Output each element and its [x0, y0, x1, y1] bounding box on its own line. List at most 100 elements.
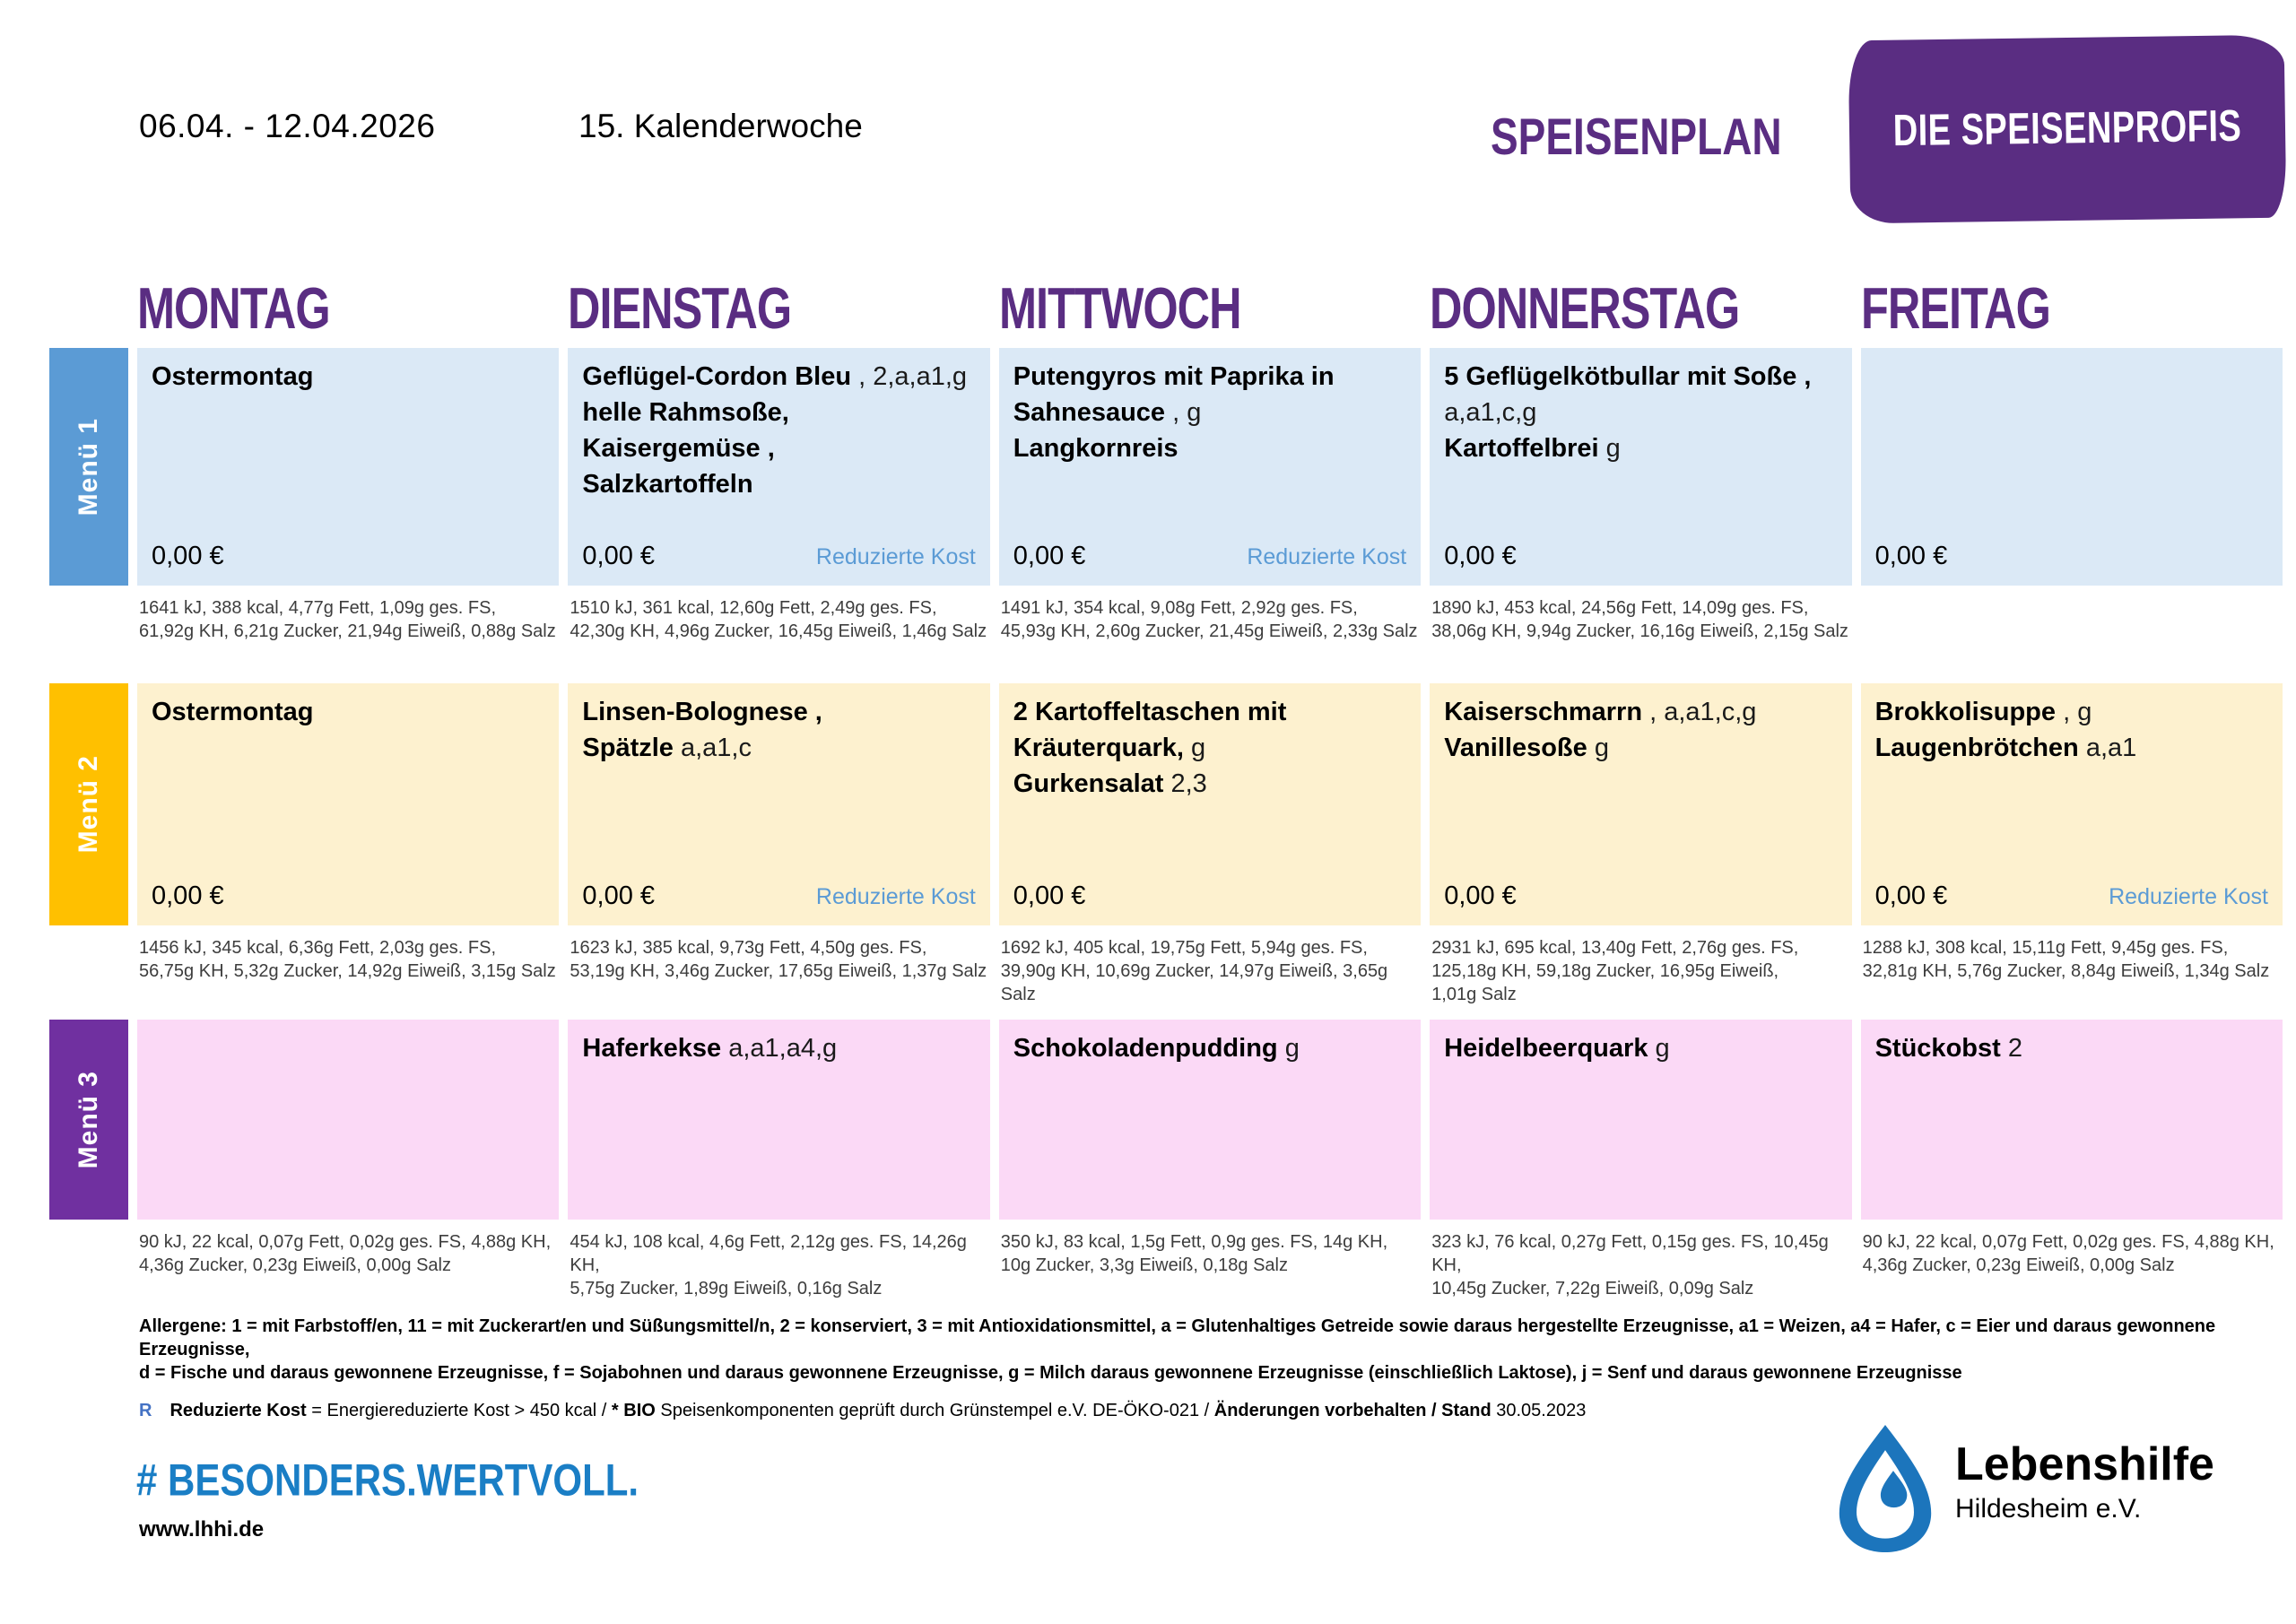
nutrition-line: 10,45g Zucker, 7,22g Eiweiß, 0,09g Salz [1431, 1279, 1754, 1298]
price: 0,00 € [152, 881, 224, 910]
nutrition-line: 42,30g KH, 4,96g Zucker, 16,45g Eiweiß, … [570, 621, 987, 641]
meal-description: Ostermontag [152, 694, 544, 730]
allergen-codes: g [1183, 734, 1206, 762]
lebenshilfe-name: Lebenshilfe [1955, 1438, 2214, 1490]
nutr-spacer [49, 1220, 128, 1300]
nutrition-line: 1623 kJ, 385 kcal, 9,73g Fett, 4,50g ges… [570, 938, 927, 958]
price: 0,00 € [1444, 542, 1517, 570]
meal-line: Kartoffelbrei g [1444, 430, 1837, 466]
meal-line: Kräuterquark, g [1013, 730, 1406, 766]
meal-line: Haferkekse a,a1,a4,g [582, 1030, 975, 1066]
menu-3-nutrition-row: 90 kJ, 22 kcal, 0,07g Fett, 0,02g ges. F… [49, 1220, 2283, 1298]
allergen-legend: Allergene: 1 = mit Farbstoff/en, 11 = mi… [139, 1315, 2284, 1385]
meal-line: Salzkartoffeln [582, 466, 975, 502]
meal-name: Heidelbeerquark [1444, 1034, 1648, 1063]
nutrition-line: 1,01g Salz [1431, 985, 1517, 1004]
nutrition-line: 1288 kJ, 308 kcal, 15,11g Fett, 9,45g ge… [1862, 938, 2229, 958]
price-row: 0,00 € [1444, 881, 1837, 911]
lebenshilfe-sub: Hildesheim e.V. [1955, 1494, 2142, 1524]
allergen-codes: , g [1165, 398, 1202, 427]
price: 0,00 € [1444, 881, 1517, 910]
price: 0,00 € [1013, 881, 1086, 910]
brand-name: DIE SPEISENPROFIS [1892, 101, 2242, 156]
nutrition-dienstag: 1623 kJ, 385 kcal, 9,73g Fett, 4,50g ges… [568, 925, 989, 1020]
nutrition-line: 90 kJ, 22 kcal, 0,07g Fett, 0,02g ges. F… [139, 1232, 552, 1252]
meal-description: Linsen-Bolognese , Spätzle a,a1,c [582, 694, 975, 766]
menu-3-dienstag-cell: Haferkekse a,a1,a4,g [568, 1020, 990, 1220]
nutrition-line: 2931 kJ, 695 kcal, 13,40g Fett, 2,76g ge… [1431, 938, 1799, 958]
note-text: = Energiereduzierte Kost > 450 kcal / [306, 1401, 612, 1420]
price: 0,00 € [1874, 881, 1948, 910]
price-row: 0,00 € Reduzierte Kost [582, 881, 975, 911]
nutrition-line: 5,75g Zucker, 1,89g Eiweiß, 0,16g Salz [570, 1279, 883, 1298]
allergen-line-1: Allergene: 1 = mit Farbstoff/en, 11 = mi… [139, 1316, 2216, 1359]
menu-2-row: Menü 2 Ostermontag 0,00 € Linsen-Bolognese … [49, 683, 2283, 925]
website-link[interactable]: www.lhhi.de [139, 1517, 265, 1541]
meal-line: Sahnesauce , g [1013, 395, 1406, 430]
nutrition-line: 350 kJ, 83 kcal, 1,5g Fett, 0,9g ges. FS… [1000, 1232, 1388, 1252]
day-row-spacer [49, 285, 128, 346]
meal-description: Heidelbeerquark g [1444, 1030, 1837, 1066]
meal-name: Kaisergemüse , [582, 434, 775, 463]
nutrition-montag: 1641 kJ, 388 kcal, 4,77g Fett, 1,09g ges… [137, 586, 559, 683]
menu-1-donnerstag-cell: 5 Geflügelkötbullar mit Soße , a,a1,c,g Ka… [1430, 348, 1852, 586]
nutrition-donnerstag: 323 kJ, 76 kcal, 0,27g Fett, 0,15g ges. … [1430, 1220, 1851, 1300]
day-name: MITTWOCH [998, 276, 1242, 342]
allergen-line-2: d = Fische und daraus gewonnene Erzeugni… [139, 1363, 1962, 1383]
meal-description: Brokkolisuppe , g Laugenbrötchen a,a1 [1875, 694, 2268, 766]
nutrition-mittwoch: 350 kJ, 83 kcal, 1,5g Fett, 0,9g ges. FS… [999, 1220, 1421, 1300]
meal-name: 5 Geflügelkötbullar mit Soße , [1444, 362, 1812, 391]
allergen-codes: g [1277, 1034, 1300, 1063]
allergen-codes: , 2,a,a1,g [851, 362, 968, 391]
menu-label: Menü 2 [74, 755, 103, 854]
price: 0,00 € [1013, 542, 1086, 570]
allergen-codes: g [1587, 734, 1609, 762]
menu-1-montag-cell: Ostermontag 0,00 € [137, 348, 560, 586]
menu-3-row: Menü 3 Haferkekse a,a1,a4,g Schokoladenpud… [49, 1020, 2283, 1220]
price: 0,00 € [1874, 542, 1948, 570]
nutrition-line: 45,93g KH, 2,60g Zucker, 21,45g Eiweiß, … [1000, 621, 1418, 641]
nutrition-line: 56,75g KH, 5,32g Zucker, 14,92g Eiweiß, … [139, 961, 556, 981]
nutrition-dienstag: 454 kJ, 108 kcal, 4,6g Fett, 2,12g ges. … [568, 1220, 989, 1300]
price: 0,00 € [152, 542, 224, 570]
reduced-kost-mark: R [139, 1401, 152, 1420]
allergen-codes: 2,3 [1163, 769, 1207, 798]
nutrition-line: 323 kJ, 76 kcal, 0,27g Fett, 0,15g ges. … [1431, 1232, 1829, 1275]
note-text: 30.05.2023 [1491, 1401, 1587, 1420]
note-bold: Reduzierte Kost [170, 1401, 307, 1420]
day-header-donnerstag: DONNERSTAG [1430, 276, 1851, 346]
meal-description: Kaiserschmarrn , a,a1,c,g Vanillesoße g [1444, 694, 1837, 766]
nutrition-line: 125,18g KH, 59,18g Zucker, 16,95g Eiweiß… [1431, 961, 1779, 981]
meal-line: Vanillesoße g [1444, 730, 1837, 766]
price-row: 0,00 € [1444, 542, 1837, 571]
lebenshilfe-drop-icon [1839, 1424, 1932, 1553]
meal-line: a,a1,c,g [1444, 395, 1837, 430]
day-header-montag: MONTAG [137, 276, 559, 346]
nutrition-line: 1692 kJ, 405 kcal, 19,75g Fett, 5,94g ge… [1000, 938, 1368, 958]
menu-label: Menü 3 [74, 1070, 103, 1169]
meal-line: Ostermontag [152, 694, 544, 730]
meal-line: Linsen-Bolognese , [582, 694, 975, 730]
meal-name: Spätzle [582, 734, 674, 762]
meal-name: Gurkensalat [1013, 769, 1164, 798]
brand-logo-blob: DIE SPEISENPROFIS [1848, 34, 2287, 224]
menu-2-donnerstag-cell: Kaiserschmarrn , a,a1,c,g Vanillesoße g 0,… [1430, 683, 1852, 925]
meal-description: Haferkekse a,a1,a4,g [582, 1030, 975, 1066]
nutrition-line: 4,36g Zucker, 0,23g Eiweiß, 0,00g Salz [1862, 1255, 2175, 1275]
price: 0,00 € [582, 542, 656, 570]
nutrition-line: 1491 kJ, 354 kcal, 9,08g Fett, 2,92g ges… [1000, 598, 1358, 618]
meal-description: Schokoladenpudding g [1013, 1030, 1406, 1066]
price-row: 0,00 € [1013, 881, 1406, 911]
nutrition-line: 10g Zucker, 3,3g Eiweiß, 0,18g Salz [1000, 1255, 1288, 1275]
price: 0,00 € [582, 881, 656, 910]
meal-line: Putengyros mit Paprika in [1013, 359, 1406, 395]
menu-1-dienstag-cell: Geflügel-Cordon Bleu , 2,a,a1,g helle Rah… [568, 348, 990, 586]
menu-1-nutrition-row: 1641 kJ, 388 kcal, 4,77g Fett, 1,09g ges… [49, 586, 2283, 683]
reduzierte-kost-tag: Reduzierte Kost [1247, 544, 1407, 569]
reduzierte-kost-tag: Reduzierte Kost [815, 884, 976, 909]
nutrition-line: 32,81g KH, 5,76g Zucker, 8,84g Eiweiß, 1… [1862, 961, 2270, 981]
nutrition-line: 4,36g Zucker, 0,23g Eiweiß, 0,00g Salz [139, 1255, 451, 1275]
menu-2-montag-cell: Ostermontag 0,00 € [137, 683, 560, 925]
nutrition-dienstag: 1510 kJ, 361 kcal, 12,60g Fett, 2,49g ge… [568, 586, 989, 683]
menu-1-label-bar: Menü 1 [49, 348, 128, 586]
